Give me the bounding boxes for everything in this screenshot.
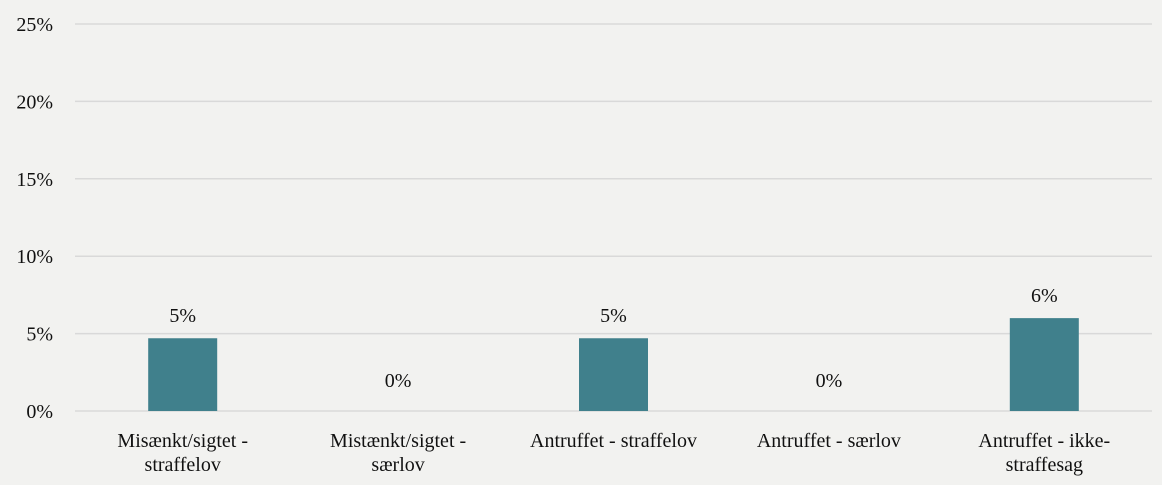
data-label: 5%: [600, 305, 627, 327]
x-tick-label: Antruffet - straffelov: [530, 430, 697, 452]
y-tick-label: 5%: [26, 324, 53, 346]
y-tick-label: 20%: [16, 91, 53, 113]
x-tick-label: Antruffet - ikke-straffesag: [978, 430, 1110, 476]
data-label: 0%: [385, 370, 412, 392]
bar: [1009, 318, 1079, 411]
x-tick-label: Mistænkt/sigtet -særlov: [330, 430, 466, 476]
x-tick-label: Antruffet - særlov: [757, 430, 901, 452]
x-tick-label-line: særlov: [371, 454, 424, 476]
x-tick-label-line: straffesag: [1006, 454, 1083, 476]
x-tick-label: Misænkt/sigtet -straffelov: [117, 430, 248, 476]
y-tick-label: 0%: [26, 401, 53, 423]
y-tick-label: 10%: [16, 246, 53, 268]
x-tick-label-line: Misænkt/sigtet -: [117, 430, 248, 452]
y-tick-label: 25%: [16, 14, 53, 36]
x-tick-label-line: straffelov: [145, 454, 221, 476]
bar: [148, 338, 218, 411]
y-axis-tick-labels: 0% 5% 10% 15% 20% 25%: [16, 14, 53, 423]
y-tick-label: 15%: [16, 169, 53, 191]
gridlines: [75, 23, 1152, 412]
data-label: 5%: [169, 305, 196, 327]
x-tick-label-line: Mistænkt/sigtet -: [330, 430, 466, 452]
x-tick-label-line: Antruffet - straffelov: [530, 430, 697, 452]
bars: [148, 318, 1079, 411]
bar: [579, 338, 648, 411]
data-labels: 5% 0% 5% 0% 6%: [169, 285, 1057, 392]
x-tick-label-line: Antruffet - særlov: [757, 430, 901, 452]
data-label: 0%: [816, 370, 843, 392]
x-tick-label-line: Antruffet - ikke-: [978, 430, 1110, 452]
x-axis-category-labels: Misænkt/sigtet -straffelov Mistænkt/sigte…: [117, 430, 1110, 476]
data-label: 6%: [1031, 285, 1058, 307]
